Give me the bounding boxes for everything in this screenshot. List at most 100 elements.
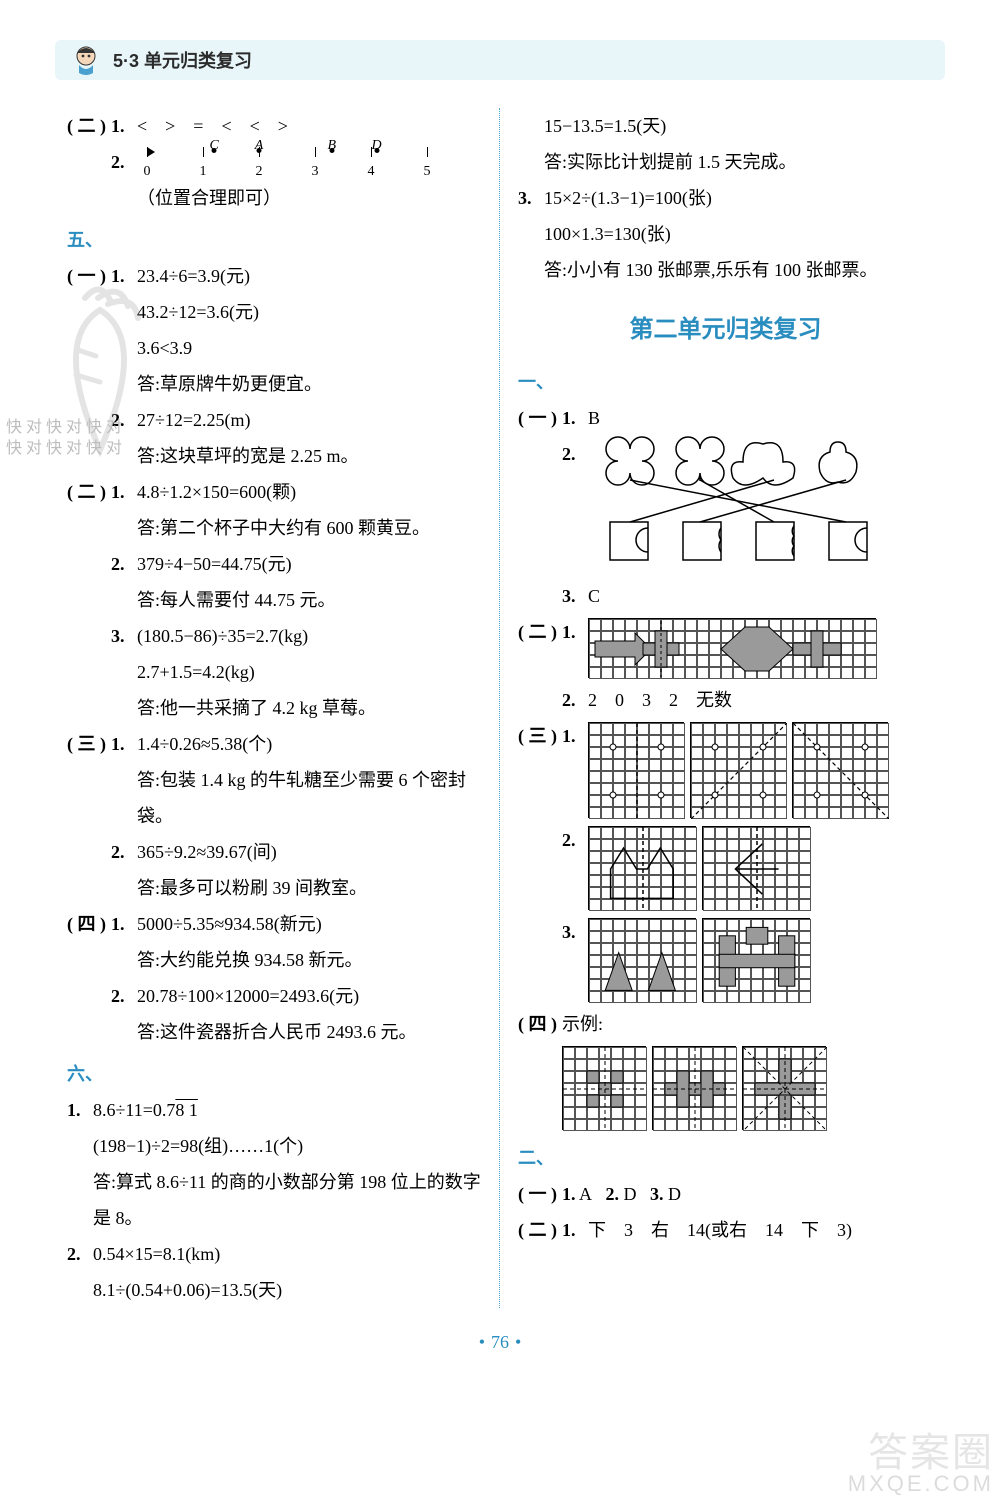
group-label: ( 一 ) (67, 258, 111, 294)
q-num: 2. (111, 546, 137, 582)
q-num: 2. (111, 978, 137, 1014)
calc-text: 379÷4−50=44.75(元) (137, 546, 481, 582)
calc-text: 5000÷5.35≈934.58(新元) (137, 906, 481, 942)
six-q2: 2. 0.54×15=8.1(km) (67, 1236, 481, 1272)
group-label: ( 四 ) (67, 906, 111, 942)
left-column: ( 二 ) 1. < > = < < > 2. 012345CABD （位置合理… (55, 108, 500, 1308)
answer-text: 2 0 3 2 无数 (588, 682, 933, 718)
group-label: ( 二 ) (67, 474, 111, 510)
group-label: ( 二 ) (518, 614, 562, 650)
q-num: 1. (562, 400, 588, 436)
q-num: 3. (518, 180, 544, 216)
answer-text: 答:他一共采摘了 4.2 kg 草莓。 (111, 690, 481, 726)
calc-text: 100×1.3=130(张) (518, 216, 933, 252)
one-g3: ( 三 ) 1. 2. (518, 718, 933, 1006)
answer-text: 下 3 右 14(或右 14 下 3) (588, 1212, 933, 1248)
footer-wm-line: MXQE.COM (848, 1473, 994, 1495)
q-num: 1. (111, 108, 137, 144)
calc-text: 8.6÷11=0.78 1 (93, 1092, 481, 1128)
header-title: 5·3 单元归类复习 (113, 47, 252, 73)
five-g1: ( 一 ) 1.23.4÷6=3.9(元) 43.2÷12=3.6(元) 3.6… (67, 258, 481, 474)
answer-text: 答:算式 8.6÷11 的商的小数部分第 198 位上的数字是 8。 (67, 1164, 481, 1236)
five-g2: ( 二 ) 1.4.8÷1.2×150=600(颗) 答:第二个杯子中大约有 6… (67, 474, 481, 726)
q-num: 3. (562, 578, 588, 614)
grid-row (588, 822, 933, 914)
q-num: 2. (111, 144, 137, 180)
calc-text: 15−13.5=1.5(天) (518, 108, 933, 144)
q-num: 3. (650, 1184, 664, 1204)
page: 5·3 单元归类复习 快对快对快对 快对快对快对 ( 二 ) 1. < > = … (0, 0, 1000, 1501)
page-number-value: 76 (491, 1332, 509, 1352)
section-head: 六、 (67, 1056, 481, 1092)
calc-text: 0.54×15=8.1(km) (93, 1236, 481, 1272)
one-g4: ( 四 ) 示例: (518, 1006, 933, 1134)
q-num: 2. (67, 1236, 93, 1272)
answer-text: 答:小小有 130 张邮票,乐乐有 100 张邮票。 (518, 252, 933, 288)
q-num: 1. (562, 718, 588, 754)
q-num: 1. (111, 726, 137, 762)
q-num: 2. (562, 436, 588, 472)
answer-text: D (624, 1184, 637, 1204)
one-g1: ( 一 ) 1.B 2. (518, 400, 933, 614)
answer-text: 答:包装 1.4 kg 的牛轧糖至少需要 6 个密封袋。 (111, 762, 481, 834)
answer-text: C (588, 578, 933, 614)
group-label: ( 二 ) (518, 1212, 562, 1248)
answer-text: < > = < < > (137, 108, 481, 144)
right-column: 15−13.5=1.5(天) 答:实际比计划提前 1.5 天完成。 3. 15×… (500, 108, 945, 1308)
group-label: ( 二 ) (67, 108, 111, 144)
answer-text: A (579, 1184, 592, 1204)
unit-title: 第二单元归类复习 (518, 306, 933, 354)
section-head: 五、 (67, 222, 481, 258)
calc-text: 2.7+1.5=4.2(kg) (111, 654, 481, 690)
group-label: ( 一 ) (518, 400, 562, 436)
q-num: 1. (111, 258, 137, 294)
five-g4: ( 四 ) 1.5000÷5.35≈934.58(新元) 答:大约能兑换 934… (67, 906, 481, 1050)
grid-row (562, 1042, 933, 1134)
q-num: 1. (67, 1092, 93, 1128)
calc-pre: 8.6÷11=0.7 (93, 1100, 175, 1120)
q-num: 2. (606, 1184, 620, 1204)
calc-text: 23.4÷6=3.9(元) (137, 258, 481, 294)
calc-text: 3.6<3.9 (111, 330, 481, 366)
answer-text: 答:这件瓷器折合人民币 2493.6 元。 (111, 1014, 481, 1050)
group-label: ( 一 ) (518, 1176, 562, 1212)
q-num: 2. (562, 682, 588, 718)
five-g3: ( 三 ) 1.1.4÷0.26≈5.38(个) 答:包装 1.4 kg 的牛轧… (67, 726, 481, 906)
q-num: 3. (562, 914, 588, 950)
grid-row (588, 914, 933, 1006)
section-head: 二、 (518, 1140, 933, 1176)
q-num: 1. (562, 614, 588, 650)
answer-text: 答:草原牌牛奶更便宜。 (111, 366, 481, 402)
answer-text: 答:实际比计划提前 1.5 天完成。 (518, 144, 933, 180)
two-g1: ( 一 ) 1. A 2. D 3. D (518, 1176, 933, 1212)
page-number: •76• (55, 1332, 945, 1353)
matching-diagram (588, 436, 933, 578)
calc-text: 20.78÷100×12000=2493.6(元) (137, 978, 481, 1014)
calc-text: 365÷9.2≈39.67(间) (137, 834, 481, 870)
q-num: 3. (111, 618, 137, 654)
calc-text: 4.8÷1.2×150=600(颗) (137, 474, 481, 510)
page-header: 5·3 单元归类复习 (55, 40, 945, 80)
grid-row (588, 718, 933, 822)
answer-text: 答:每人需要付 44.75 元。 (111, 582, 481, 618)
q-num: 1. (562, 1184, 576, 1204)
group-label: ( 四 ) (518, 1006, 562, 1042)
q-num: 2. (111, 402, 137, 438)
calc-text: 43.2÷12=3.6(元) (111, 294, 481, 330)
q-num: 2. (562, 822, 588, 858)
footer-wm-line: 答案圈 (848, 1433, 994, 1473)
answer-text: 答:最多可以粉刷 39 间教室。 (111, 870, 481, 906)
recurring-digits: 8 1 (175, 1100, 198, 1120)
mascot-icon (69, 43, 103, 77)
grid-figure (588, 614, 933, 682)
one-g2: ( 二 ) 1. 2.2 0 3 2 无数 (518, 614, 933, 718)
calc-text: 15×2÷(1.3−1)=100(张) (544, 180, 933, 216)
q-num: 1. (111, 474, 137, 510)
six-q1: 1. 8.6÷11=0.78 1 (67, 1092, 481, 1128)
answer-text: D (668, 1184, 681, 1204)
content-columns: ( 二 ) 1. < > = < < > 2. 012345CABD （位置合理… (55, 108, 945, 1308)
two-g2: ( 二 ) 1.下 3 右 14(或右 14 下 3) (518, 1212, 933, 1248)
number-line: 012345CABD (137, 144, 481, 180)
answer-text: 答:第二个杯子中大约有 600 颗黄豆。 (111, 510, 481, 546)
answer-text: 答:这块草坪的宽是 2.25 m。 (111, 438, 481, 474)
